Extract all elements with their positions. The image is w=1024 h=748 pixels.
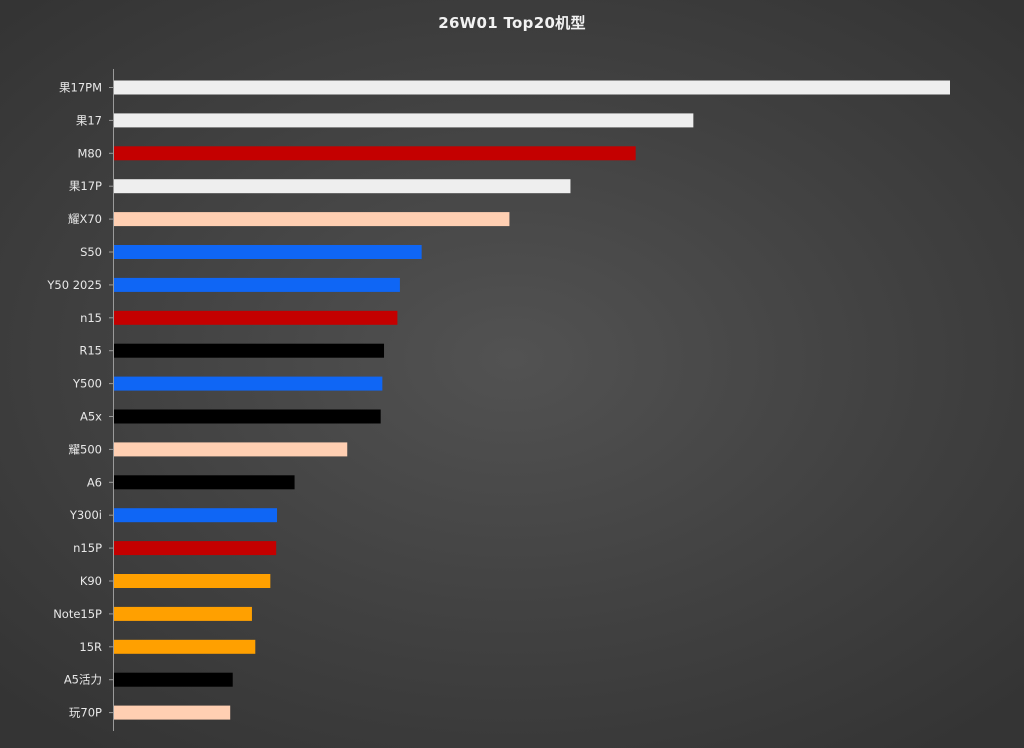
bar-0 [114, 80, 950, 95]
bar-16 [114, 606, 252, 621]
category-label-0: 果17PM [59, 81, 102, 95]
bar-13 [114, 508, 278, 523]
category-label-7: n15 [80, 311, 102, 325]
category-label-1: 果17 [76, 113, 102, 127]
bar-19 [114, 705, 231, 720]
bar-1 [114, 113, 694, 128]
category-label-5: S50 [80, 245, 102, 259]
bar-3 [114, 179, 571, 194]
chart-title: 26W01 Top20机型 [438, 14, 586, 32]
category-label-6: Y50 2025 [46, 278, 102, 292]
bar-4 [114, 212, 510, 227]
category-label-13: Y300i [69, 508, 102, 522]
bar-10 [114, 409, 381, 424]
category-label-2: M80 [77, 146, 102, 160]
category-label-17: 15R [79, 640, 102, 654]
category-label-8: R15 [79, 344, 102, 358]
category-label-18: A5活力 [64, 673, 102, 687]
bar-8 [114, 343, 385, 358]
bar-18 [114, 672, 233, 687]
category-label-12: A6 [87, 475, 102, 489]
bar-5 [114, 245, 422, 259]
bar-12 [114, 475, 295, 490]
category-label-19: 玩70P [69, 706, 102, 720]
bar-9 [114, 376, 383, 391]
bar-15 [114, 574, 271, 588]
bar-2 [114, 146, 636, 161]
category-label-9: Y500 [72, 377, 102, 391]
bar-7 [114, 310, 398, 325]
category-label-3: 果17P [69, 179, 102, 193]
category-label-14: n15P [73, 541, 102, 555]
category-label-16: Note15P [53, 607, 102, 621]
bar-17 [114, 639, 256, 654]
category-label-4: 耀X70 [68, 212, 102, 226]
bar-6 [114, 277, 400, 292]
category-label-15: K90 [80, 574, 102, 588]
bar-14 [114, 541, 277, 556]
category-label-10: A5x [80, 410, 102, 424]
category-label-11: 耀500 [69, 442, 102, 456]
bar-11 [114, 442, 348, 457]
